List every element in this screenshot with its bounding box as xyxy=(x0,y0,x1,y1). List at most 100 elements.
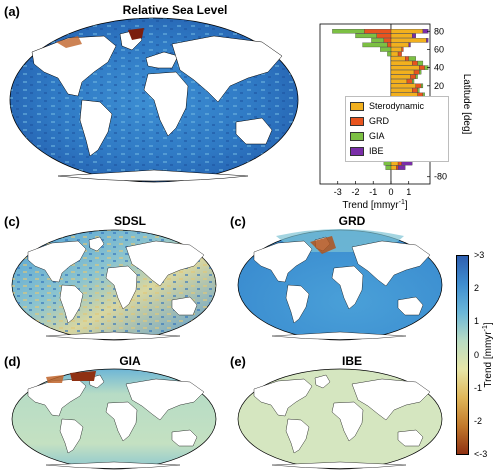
north-america-shape xyxy=(31,35,117,97)
bar-sterodynamic xyxy=(390,65,420,70)
arctic-fall-patch xyxy=(56,36,82,48)
antarctica-shape xyxy=(271,461,407,469)
africa-shape xyxy=(331,265,364,310)
colorbar-ticks: >3 2 1 0 -1 -2 <-3 xyxy=(472,250,498,459)
panel-c-sdsl-label: (c) xyxy=(4,214,20,229)
legend-swatch-ibe xyxy=(350,146,364,156)
x-axis-label: Trend [mmyr-1] xyxy=(342,199,408,211)
arctic-canada-fall-patch xyxy=(70,371,96,381)
continents xyxy=(31,29,283,182)
bar-grd xyxy=(383,38,392,43)
greenland-shape xyxy=(314,374,331,389)
bar-sterodynamic xyxy=(390,165,397,170)
bar-sterodynamic xyxy=(390,29,424,34)
bar-sterodynamic xyxy=(390,51,399,57)
bar-grd xyxy=(412,88,418,93)
bar-gia xyxy=(385,165,392,170)
bar-gia xyxy=(415,74,418,79)
bar-gia xyxy=(332,29,365,34)
antarctica-shape xyxy=(271,331,407,340)
bar-sterodynamic xyxy=(390,83,416,89)
europe-shape xyxy=(145,51,179,69)
bar-grd xyxy=(401,47,404,52)
legend-label-sterodynamic: Sterodynamic xyxy=(369,101,425,111)
panel-a-label: (a) xyxy=(4,4,20,19)
australia-shape xyxy=(171,429,198,447)
x-tick-label: 0 xyxy=(388,187,393,197)
bar-grd xyxy=(415,83,422,89)
africa-shape xyxy=(105,265,138,310)
bar-grd xyxy=(396,165,399,170)
africa-shape xyxy=(105,401,138,442)
map-grd xyxy=(237,229,443,341)
bar-ibe xyxy=(412,33,416,39)
map-relative-sea-level xyxy=(9,17,299,183)
bar-gia xyxy=(355,33,377,39)
bar-sterodynamic xyxy=(390,79,408,84)
x-axis-label-sup: -1 xyxy=(399,199,405,206)
bar-grd xyxy=(419,65,425,70)
antarctica-shape xyxy=(57,169,249,182)
x-axis-label-end: ] xyxy=(405,200,408,211)
bar-grd xyxy=(397,51,402,57)
bar-gia xyxy=(420,83,424,89)
antarctica-shape xyxy=(45,461,181,469)
legend-swatch-gia xyxy=(350,131,364,141)
colorbar-tick-label: -2 xyxy=(474,416,483,426)
australia-shape xyxy=(235,117,273,145)
x-tick-label: -3 xyxy=(334,187,342,197)
bar-grd xyxy=(387,42,392,48)
bar-grd xyxy=(364,29,392,34)
panel-c-sdsl-title: SDSL xyxy=(113,214,146,228)
south-america-shape xyxy=(285,418,310,454)
colorbar-label: Trend [mmyr-1] xyxy=(482,322,494,387)
asia-shape xyxy=(125,240,205,287)
y-tick-label: -80 xyxy=(434,172,447,182)
legend-item-gia: GIA xyxy=(350,130,385,142)
bar-sterodynamic xyxy=(390,47,402,52)
bar-sterodynamic xyxy=(390,88,413,93)
asia-shape xyxy=(125,378,205,421)
colorbar-tick-label: 2 xyxy=(474,283,480,293)
bar-gia xyxy=(417,88,420,93)
panel-c-grd-title: GRD xyxy=(338,214,366,228)
map-sdsl xyxy=(11,229,217,341)
map-ibe xyxy=(237,368,443,470)
x-tick-label: 1 xyxy=(406,187,411,197)
legend-label-grd: GRD xyxy=(369,116,389,126)
asia-shape xyxy=(171,35,283,103)
colorbar xyxy=(456,255,469,455)
y-tick-label: 80 xyxy=(434,26,444,36)
bar-gia xyxy=(362,42,388,48)
north-america-shape xyxy=(27,240,87,283)
asia-shape xyxy=(351,378,431,421)
continents xyxy=(253,374,431,469)
bar-grd xyxy=(410,74,416,79)
bar-sterodynamic xyxy=(390,56,406,61)
legend-label-ibe: IBE xyxy=(369,146,384,156)
legend-label-gia: GIA xyxy=(369,131,385,141)
panel-c-grd-label: (c) xyxy=(230,214,246,229)
bar-sterodynamic xyxy=(390,74,411,79)
australia-shape xyxy=(171,296,198,316)
south-america-shape xyxy=(285,284,310,324)
bar-ibe xyxy=(397,165,406,170)
colorbar-tick-label: 0 xyxy=(474,350,480,360)
colorbar-label-end: ] xyxy=(483,322,495,326)
asia-shape xyxy=(351,240,431,287)
continents xyxy=(27,374,205,469)
colorbar-label-sup: -1 xyxy=(481,325,489,332)
bar-grd xyxy=(376,33,392,39)
colorbar-tick-label: >3 xyxy=(474,250,485,260)
south-america-shape xyxy=(79,99,113,157)
south-america-shape xyxy=(59,418,84,454)
legend-item-ibe: IBE xyxy=(350,145,384,157)
colorbar-tick-label: -1 xyxy=(474,383,483,393)
australia-shape xyxy=(397,296,424,316)
legend-swatch-grd xyxy=(350,116,364,126)
map-gia xyxy=(11,368,217,470)
y-tick-label: 60 xyxy=(434,44,444,54)
y-tick-label: 20 xyxy=(434,81,444,91)
y-tick-label: 40 xyxy=(434,63,444,73)
bar-gia xyxy=(387,51,392,57)
